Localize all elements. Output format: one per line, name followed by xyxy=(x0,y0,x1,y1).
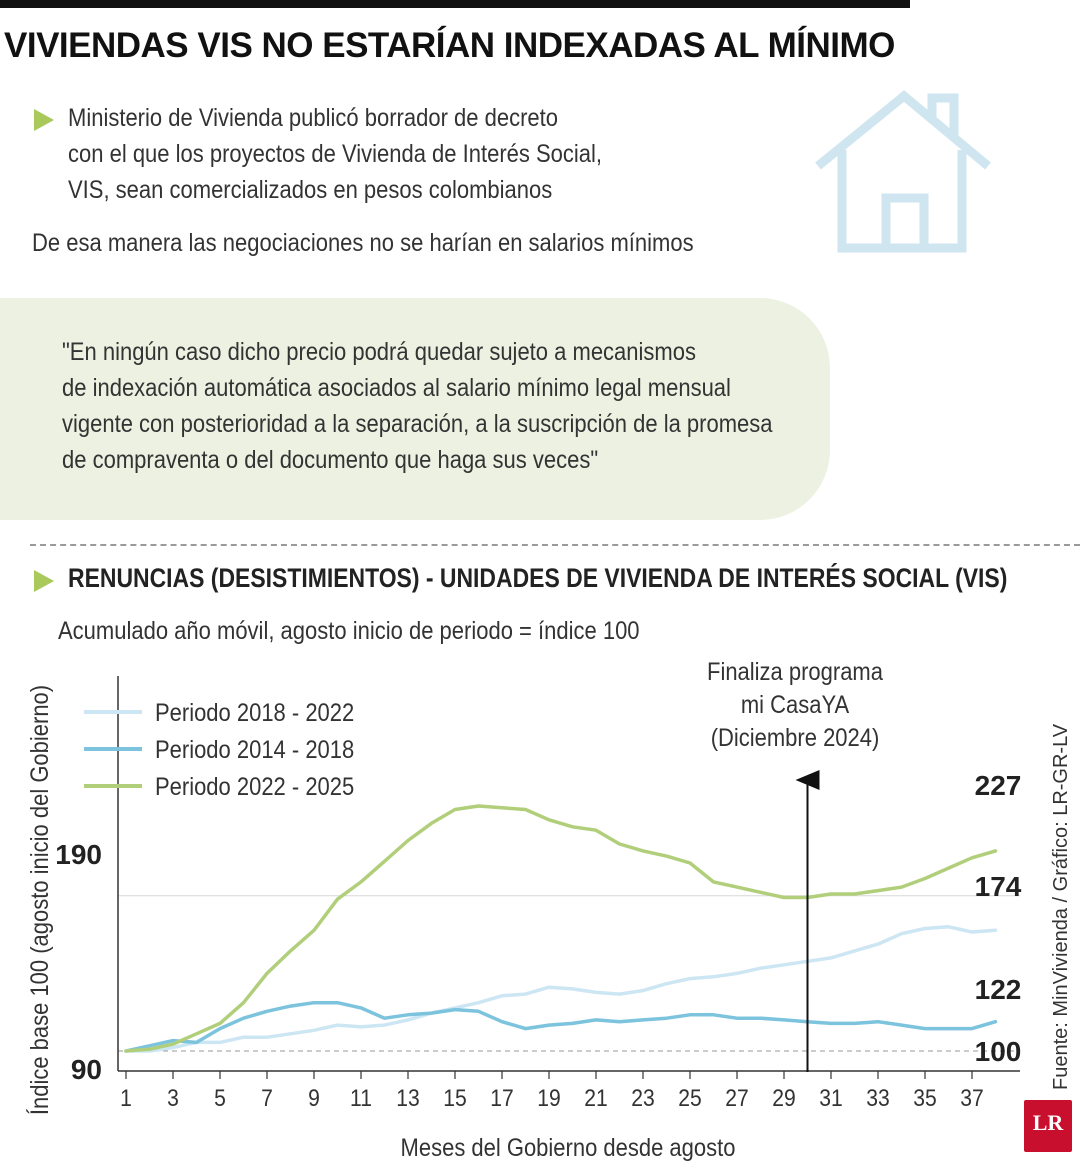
quote-box xyxy=(0,298,830,520)
y-tick-label: 90 xyxy=(71,1054,102,1085)
quote-line: "En ningún caso dicho precio podrá queda… xyxy=(62,338,696,366)
annotation-text: mi CasaYA xyxy=(741,691,850,719)
secondary-paragraph: De esa manera las negociaciones no se ha… xyxy=(32,229,694,257)
top-rule xyxy=(0,0,910,8)
x-tick-label: 17 xyxy=(490,1085,513,1112)
annotation-text: Finaliza programa xyxy=(707,658,884,686)
legend-label: Periodo 2022 - 2025 xyxy=(155,773,354,801)
end-value-label: 100 xyxy=(975,1036,1022,1067)
intro-line: Ministerio de Vivienda publicó borrador … xyxy=(68,104,558,132)
bullet-triangle-icon xyxy=(34,109,54,131)
y-tick-label: 190 xyxy=(55,839,102,870)
series-line-3 xyxy=(124,804,998,1053)
series-line-2 xyxy=(124,1000,998,1053)
x-tick-label: 7 xyxy=(261,1085,273,1112)
x-tick-label: 19 xyxy=(537,1085,560,1112)
x-axis-label: Meses del Gobierno desde agosto xyxy=(401,1134,736,1162)
chart-title: RENUNCIAS (DESISTIMIENTOS) - UNIDADES DE… xyxy=(68,563,1008,593)
x-tick-label: 29 xyxy=(772,1085,795,1112)
x-tick-label: 15 xyxy=(443,1085,466,1112)
x-tick-label: 21 xyxy=(584,1085,607,1112)
annotation-text: (Diciembre 2024) xyxy=(711,724,880,752)
x-tick-label: 31 xyxy=(819,1085,842,1112)
intro-paragraph: Ministerio de Vivienda publicó borrador … xyxy=(68,100,631,208)
x-tick-label: 13 xyxy=(396,1085,419,1112)
x-tick-label: 1 xyxy=(120,1085,132,1112)
y-axis-label: Índice base 100 (agosto inicio del Gobie… xyxy=(26,685,54,1115)
x-tick-label: 33 xyxy=(866,1085,889,1112)
series-line-1 xyxy=(124,925,998,1053)
x-tick-label: 5 xyxy=(214,1085,226,1112)
page-title: VIVIENDAS VIS NO ESTARÍAN INDEXADAS AL M… xyxy=(4,26,895,65)
section-divider xyxy=(30,544,1080,546)
x-tick-label: 3 xyxy=(167,1085,179,1112)
lr-logo: LR xyxy=(1024,1100,1072,1152)
x-tick-label: 9 xyxy=(308,1085,320,1112)
x-tick-label: 11 xyxy=(350,1085,372,1112)
quote-line: de compraventa o del documento que haga … xyxy=(62,446,599,474)
x-tick-label: 37 xyxy=(960,1085,983,1112)
intro-line: con el que los proyectos de Vivienda de … xyxy=(68,140,603,168)
end-value-label: 174 xyxy=(975,871,1022,902)
legend-label: Periodo 2014 - 2018 xyxy=(155,736,354,764)
intro-line: VIS, sean comercializados en pesos colom… xyxy=(68,176,553,204)
x-tick-label: 35 xyxy=(913,1085,936,1112)
x-tick-label: 27 xyxy=(725,1085,748,1112)
x-tick-label: 25 xyxy=(678,1085,701,1112)
quote-line: de indexación automática asociados al sa… xyxy=(62,374,731,402)
end-value-label: 227 xyxy=(975,770,1022,801)
house-icon xyxy=(815,90,991,253)
chart-subtitle: Acumulado año móvil, agosto inicio de pe… xyxy=(58,617,640,645)
x-tick-label: 23 xyxy=(631,1085,654,1112)
source-note: Fuente: MinVivienda / Gráfico: LR-GR-LV xyxy=(1050,723,1072,1090)
quote-line: vigente con posterioridad a la separació… xyxy=(62,410,773,438)
section-triangle-icon xyxy=(34,570,54,592)
legend-label: Periodo 2018 - 2022 xyxy=(155,699,354,727)
decree-quote: "En ningún caso dicho precio podrá queda… xyxy=(62,334,773,478)
end-value-label: 122 xyxy=(975,974,1022,1005)
